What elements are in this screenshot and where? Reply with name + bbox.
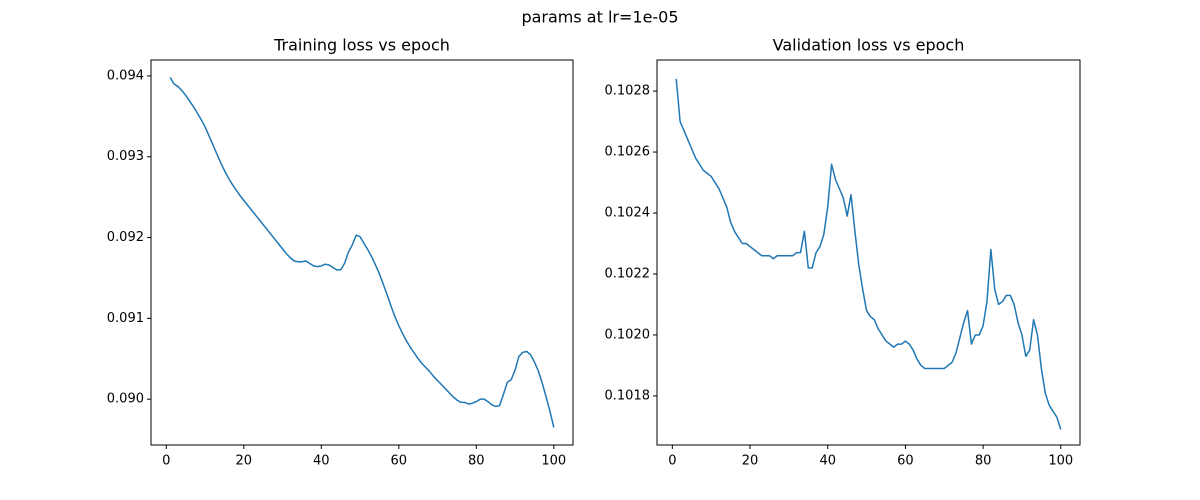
x-tick-label: 0 — [668, 454, 676, 469]
x-tick-label: 100 — [1048, 454, 1073, 469]
x-tick-label: 0 — [162, 454, 170, 469]
y-tick-label: 0.091 — [107, 311, 144, 326]
figure-title: params at lr=1e-05 — [521, 8, 678, 27]
y-tick-label: 0.092 — [107, 230, 144, 245]
y-tick-label: 0.093 — [107, 149, 144, 164]
loss-line — [169, 77, 555, 428]
x-tick-label: 60 — [391, 454, 408, 469]
x-tick-label: 40 — [313, 454, 330, 469]
y-tick-label: 0.1022 — [605, 266, 651, 281]
y-tick-label: 0.090 — [107, 392, 144, 407]
y-tick-label: 0.1020 — [605, 327, 651, 342]
subplot-title: Training loss vs epoch — [273, 36, 450, 55]
x-tick-label: 20 — [236, 454, 253, 469]
y-tick-label: 0.1018 — [605, 388, 651, 403]
x-tick-label: 80 — [468, 454, 485, 469]
y-tick-label: 0.1028 — [605, 84, 651, 99]
loss-line — [675, 78, 1062, 430]
x-tick-label: 80 — [975, 454, 992, 469]
x-tick-label: 60 — [897, 454, 914, 469]
subplot-title: Validation loss vs epoch — [773, 36, 965, 55]
axes-frame — [656, 59, 1081, 446]
x-tick-label: 20 — [742, 454, 759, 469]
x-tick-label: 100 — [541, 454, 566, 469]
axes-frame — [150, 59, 574, 446]
y-tick-label: 0.094 — [107, 68, 144, 83]
x-tick-label: 40 — [819, 454, 836, 469]
y-tick-label: 0.1026 — [605, 145, 651, 160]
y-tick-label: 0.1024 — [605, 206, 651, 221]
